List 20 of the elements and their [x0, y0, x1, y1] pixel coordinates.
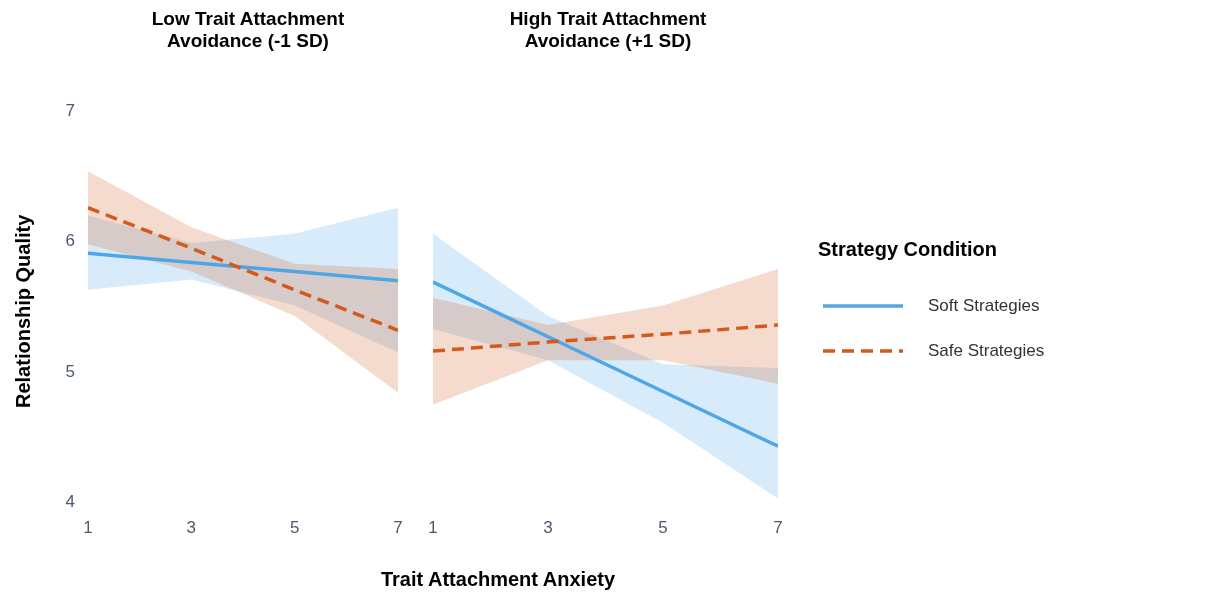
legend-label: Soft Strategies	[928, 295, 1040, 316]
y-tick-label: 7	[65, 101, 75, 121]
x-tick-label: 5	[658, 518, 668, 538]
legend-label: Safe Strategies	[928, 340, 1045, 361]
x-tick-label: 1	[83, 518, 93, 538]
y-tick-label: 5	[65, 361, 75, 381]
y-tick-label: 6	[65, 231, 75, 251]
y-tick-label: 4	[65, 492, 75, 512]
line-series	[88, 251, 398, 283]
x-tick-label: 1	[428, 518, 438, 538]
x-axis-title: Trait Attachment Anxiety	[379, 568, 617, 591]
x-tick-label: 7	[393, 518, 403, 538]
legend-title: Strategy Condition	[818, 238, 998, 261]
x-tick-label: 5	[289, 518, 300, 538]
x-tick-label: 7	[773, 518, 783, 538]
x-tick-label: 3	[543, 518, 553, 538]
chart-title: High Trait Attachment Avoidance (+1 SD)	[508, 8, 708, 53]
x-tick-label: 3	[186, 518, 197, 538]
chart-title: Low Trait Attachment Avoidance (-1 SD)	[150, 8, 346, 53]
y-axis-title: Relationship Quality	[12, 214, 35, 408]
